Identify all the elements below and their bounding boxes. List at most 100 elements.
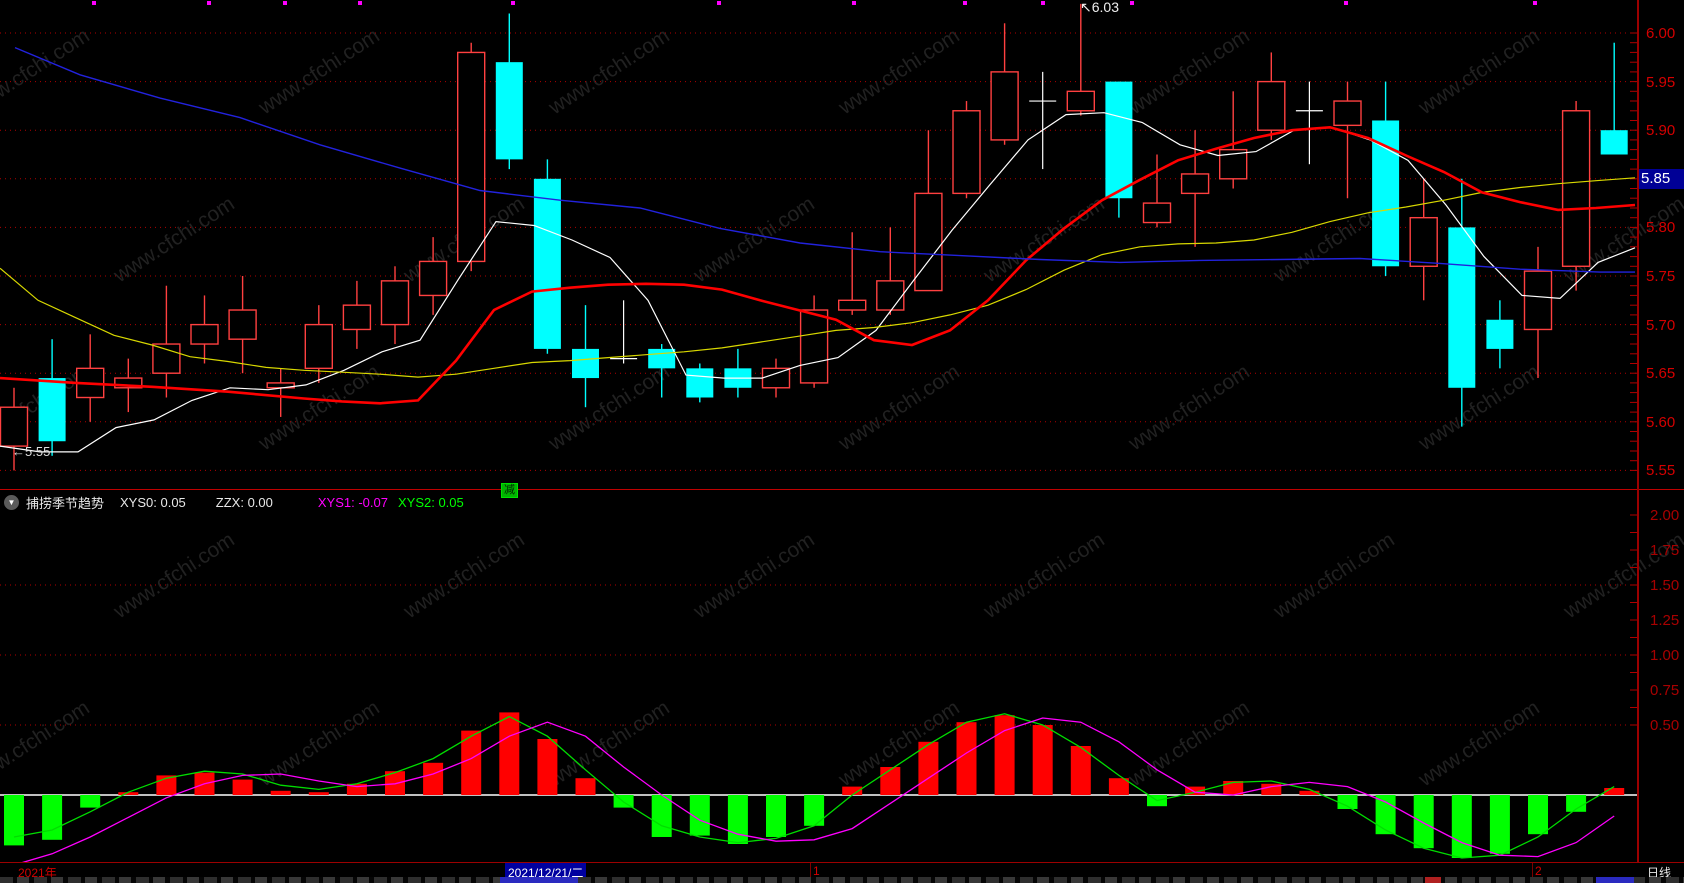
- candle-up[interactable]: [418, 237, 448, 315]
- indicator-bar-up[interactable]: [842, 786, 863, 795]
- candle-down[interactable]: [495, 13, 523, 170]
- indicator-bar-up[interactable]: [499, 712, 520, 795]
- price-axis-label: 5.70: [1646, 316, 1676, 334]
- indicator-bar-down[interactable]: [1566, 795, 1587, 812]
- indicator-bar-down[interactable]: [651, 795, 672, 837]
- candle-up[interactable]: [457, 42, 486, 272]
- indicator-bar-up[interactable]: [385, 771, 405, 795]
- indicator-name[interactable]: 捕捞季节趋势: [26, 495, 105, 511]
- candle-down[interactable]: [572, 305, 599, 408]
- period-label-daily[interactable]: 日线: [1647, 866, 1672, 880]
- indicator-bar-up[interactable]: [880, 767, 901, 795]
- indicator-bar-up[interactable]: [1261, 783, 1282, 795]
- price-axis-line[interactable]: [1637, 0, 1639, 877]
- candle-down[interactable]: [686, 363, 714, 403]
- indicator-bar-up[interactable]: [1070, 746, 1091, 795]
- time-axis-year-label: 2021年: [18, 866, 57, 880]
- candle-up[interactable]: [990, 23, 1019, 145]
- candle-down[interactable]: [533, 159, 561, 354]
- candle-down[interactable]: [1600, 42, 1628, 155]
- indicator-bar-up[interactable]: [232, 779, 253, 795]
- indicator-bar-down[interactable]: [42, 795, 63, 840]
- indicator-bar-down[interactable]: [4, 795, 24, 846]
- indicator-bar-down[interactable]: [1528, 795, 1548, 835]
- indicator-bar-up[interactable]: [461, 730, 482, 795]
- collapse-indicator-icon[interactable]: ▼: [4, 494, 19, 510]
- indicator-chart[interactable]: [0, 489, 1684, 862]
- candle-up[interactable]: [876, 227, 905, 315]
- price-axis-label: 5.80: [1646, 219, 1676, 237]
- candle-down[interactable]: [1448, 178, 1476, 427]
- indicator-bar-down[interactable]: [1489, 795, 1510, 854]
- indicator-bar-up[interactable]: [1108, 778, 1129, 795]
- candle-up[interactable]: [0, 387, 29, 471]
- candle-down[interactable]: [1105, 81, 1133, 218]
- candle-up[interactable]: [914, 130, 943, 292]
- signal-dot-icon: [1533, 1, 1537, 5]
- signal-dot-icon: [1130, 1, 1134, 5]
- candle-up[interactable]: [838, 232, 867, 315]
- candle-up[interactable]: [228, 276, 257, 374]
- indicator-bar-up[interactable]: [118, 792, 139, 795]
- indicator-bar-down[interactable]: [80, 795, 101, 808]
- XYS2-green-line: [13, 713, 1615, 859]
- indicator-value-xys2: XYS2: 0.05: [397, 494, 464, 510]
- indicator-bar-up[interactable]: [1299, 790, 1320, 795]
- candle-down[interactable]: [1486, 300, 1514, 369]
- indicator-bar-up[interactable]: [575, 778, 596, 795]
- price-axis-label: 5.75: [1646, 268, 1676, 285]
- candle-down[interactable]: [38, 339, 66, 456]
- candle-up[interactable]: [1066, 3, 1096, 116]
- indicator-bar-up[interactable]: [537, 739, 558, 795]
- candle-up[interactable]: [1523, 246, 1553, 379]
- candle-up[interactable]: [1409, 178, 1438, 301]
- indicator-bar-up[interactable]: [423, 762, 444, 795]
- candle-up[interactable]: [1561, 101, 1591, 291]
- candle-up[interactable]: [190, 295, 219, 364]
- indicator-bar-up[interactable]: [270, 790, 291, 795]
- candle-up[interactable]: [761, 358, 791, 398]
- indicator-bar-up[interactable]: [1223, 781, 1244, 795]
- candle-up[interactable]: [1333, 81, 1362, 199]
- indicator-bar-down[interactable]: [1451, 795, 1472, 858]
- candle-up[interactable]: [1257, 52, 1286, 140]
- candlestick-chart[interactable]: [0, 0, 1684, 489]
- indicator-bar-up[interactable]: [956, 722, 977, 795]
- time-axis[interactable]: 2021年 2021/12/21/二 1 2 日线: [0, 862, 1684, 882]
- time-axis-month1-label: 1: [813, 864, 820, 878]
- indicator-bar-up[interactable]: [994, 715, 1015, 795]
- current-price-tag: 5.85: [1638, 168, 1684, 189]
- candle-up[interactable]: [1142, 154, 1172, 228]
- candle-up[interactable]: [342, 280, 372, 349]
- indicator-bar-up[interactable]: [1185, 786, 1206, 795]
- indicator-bar-up[interactable]: [346, 783, 367, 795]
- candle-up[interactable]: [952, 101, 981, 199]
- signal-dot-icon: [511, 1, 515, 5]
- indicator-value-xys1: XYS1: -0.07: [317, 494, 388, 510]
- candle-up[interactable]: [799, 295, 829, 388]
- ma-blue: [14, 46, 1635, 273]
- indicator-bar-down[interactable]: [689, 795, 710, 836]
- signal-dot-icon: [717, 1, 721, 5]
- candle-doji[interactable]: [1295, 81, 1323, 165]
- candle-doji[interactable]: [610, 300, 638, 364]
- arrow-up-left-icon: ↖: [1080, 0, 1092, 15]
- high-price-annotation: ↖6.03: [1080, 0, 1119, 15]
- candle-up[interactable]: [304, 305, 333, 383]
- low-price-annotation: ←5.55: [12, 444, 51, 459]
- indicator-bar-down[interactable]: [1413, 795, 1434, 849]
- indicator-bar-down[interactable]: [1337, 795, 1358, 809]
- indicator-bar-up[interactable]: [1032, 725, 1053, 795]
- indicator-bar-up[interactable]: [1604, 788, 1625, 795]
- ma-yellow: [0, 177, 1636, 378]
- indicator-bar-up[interactable]: [308, 792, 329, 795]
- candle-doji[interactable]: [1029, 71, 1057, 170]
- signal-dot-icon: [852, 1, 856, 5]
- indicator-axis-label: 0.75: [1650, 682, 1680, 699]
- candle-up[interactable]: [380, 266, 410, 345]
- indicator-axis-label: 1.25: [1650, 612, 1680, 629]
- indicator-bar-down[interactable]: [766, 795, 786, 837]
- indicator-bar-down[interactable]: [804, 795, 825, 826]
- panel-separator-line: [0, 489, 1684, 490]
